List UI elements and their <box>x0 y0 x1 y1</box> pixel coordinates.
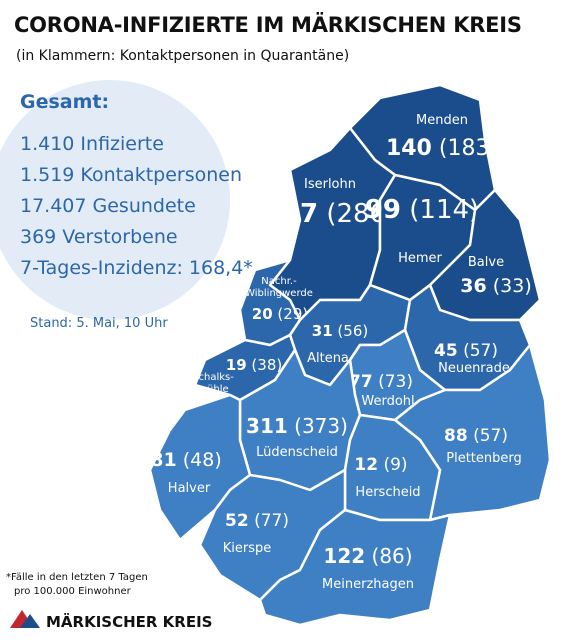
region-values: 122 (86) <box>323 544 412 568</box>
region-name: Altena <box>307 351 349 366</box>
region: Werdohl 77 (73) <box>348 328 447 422</box>
contacts: (373) <box>294 414 348 438</box>
infected: 277 <box>264 199 318 229</box>
infected: 99 <box>365 195 401 225</box>
region: Balve 36 (33) <box>428 188 542 322</box>
footnote: *Fälle in den letzten 7 Tagen <box>6 572 148 583</box>
summary-line: 1.410 Infizierte <box>20 133 164 155</box>
region-name: Herscheid <box>355 485 420 500</box>
contacts: (38) <box>251 356 282 374</box>
region-name: Balve <box>468 255 504 270</box>
region-values: 31 (56) <box>312 322 368 340</box>
region-name: Schalks- <box>192 372 234 383</box>
region: Meinerzhagen 122 (86) <box>258 508 452 627</box>
region-shape <box>258 508 452 627</box>
region: Halver 81 (48) <box>148 393 252 542</box>
region-values: 88 (57) <box>444 426 508 446</box>
infected: 12 <box>354 455 378 475</box>
region-name: Hemer <box>398 251 442 266</box>
footnote: pro 100.000 Einwohner <box>14 586 132 597</box>
region-name: Nachr.- <box>261 276 297 287</box>
contacts: (77) <box>254 511 289 531</box>
region-name: Meinerzhagen <box>322 577 414 592</box>
infected: 52 <box>225 511 249 531</box>
region-name: Iserlohn <box>304 177 356 192</box>
infected: 311 <box>246 414 288 438</box>
region-values: 311 (373) <box>246 414 348 438</box>
contacts: (73) <box>378 372 413 392</box>
region-values: 52 (77) <box>225 511 289 531</box>
region: Menden 140 (183) <box>348 83 498 212</box>
region-values: 81 (48) <box>150 449 222 471</box>
contacts: (33) <box>493 275 532 297</box>
region-name: Wiblingwerde <box>245 288 313 299</box>
region-values: 140 (183) <box>386 136 498 161</box>
contacts: (57) <box>463 341 498 361</box>
title: CORONA-INFIZIERTE IM MÄRKISCHEN KREIS <box>14 12 522 37</box>
region-values: 12 (9) <box>354 455 407 475</box>
region-name: Neuenrade <box>438 361 510 376</box>
summary-line: 17.407 Gesundete <box>20 195 196 217</box>
region-name: Kierspe <box>223 541 272 556</box>
infected: 88 <box>444 426 468 446</box>
infected: 20 <box>252 305 273 323</box>
contacts: (86) <box>372 544 413 568</box>
logo-icon <box>10 610 40 628</box>
region-values: 36 (33) <box>460 275 532 297</box>
summary-line: 7-Tages-Inzidenz: 168,4* <box>20 257 253 279</box>
contacts: (183) <box>439 136 498 161</box>
infected: 140 <box>386 136 432 161</box>
summary-line: 1.519 Kontaktpersonen <box>20 164 242 186</box>
summary-lines: 1.410 Infizierte 1.519 Kontaktpersonen 17.… <box>20 133 253 279</box>
contacts: (114) <box>409 195 479 225</box>
infected: 36 <box>460 275 486 297</box>
region: Kierspe 52 (77) <box>198 468 347 602</box>
virus-background <box>0 80 230 320</box>
infected: 81 <box>150 449 176 471</box>
subtitle: (in Klammern: Kontaktpersonen in Quarant… <box>16 48 349 64</box>
stand: Stand: 5. Mai, 10 Uhr <box>30 316 168 331</box>
summary-line: 369 Verstorbene <box>20 226 178 248</box>
infected: 122 <box>323 544 365 568</box>
region: Hemer 99 (114) <box>365 173 479 302</box>
region-values: 19 (38) <box>226 356 282 374</box>
contacts: (48) <box>183 449 222 471</box>
infected: 45 <box>434 341 458 361</box>
region-values: 45 (57) <box>434 341 498 361</box>
infected: 31 <box>312 322 333 340</box>
logo-text: MÄRKISCHER KREIS <box>46 612 212 631</box>
region-name: Halver <box>168 481 211 496</box>
contacts: (57) <box>473 426 508 446</box>
region-values: 99 (114) <box>365 195 479 225</box>
region-name: mühle <box>197 384 228 395</box>
region-name: Lüdenscheid <box>256 445 338 460</box>
region-values: 77 (73) <box>349 372 413 392</box>
region-name: Werdohl <box>361 394 414 409</box>
region-name: Plettenberg <box>446 451 522 466</box>
infected: 19 <box>226 356 247 374</box>
summary-heading: Gesamt: <box>20 91 109 113</box>
contacts: (56) <box>337 322 368 340</box>
region-name: Menden <box>416 113 468 128</box>
contacts: (9) <box>383 455 407 475</box>
